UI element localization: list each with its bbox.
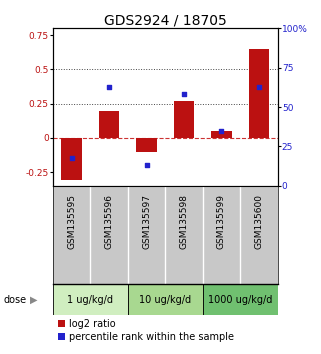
Bar — [61, 138, 82, 181]
Text: GSM135598: GSM135598 — [179, 194, 188, 249]
Point — [181, 92, 187, 97]
Bar — [53, 284, 128, 315]
Bar — [136, 138, 157, 152]
Text: GSM135597: GSM135597 — [142, 194, 151, 249]
Bar — [249, 49, 269, 138]
Bar — [174, 101, 194, 138]
Point — [256, 84, 262, 90]
Text: 1000 ug/kg/d: 1000 ug/kg/d — [208, 295, 273, 305]
Point — [144, 162, 149, 168]
Text: GSM135595: GSM135595 — [67, 194, 76, 249]
Text: ▶: ▶ — [30, 295, 37, 305]
Point — [107, 84, 112, 90]
Point — [219, 128, 224, 133]
Bar — [128, 284, 203, 315]
Text: 1 ug/kg/d: 1 ug/kg/d — [67, 295, 113, 305]
Title: GDS2924 / 18705: GDS2924 / 18705 — [104, 13, 227, 27]
Text: dose: dose — [3, 295, 26, 305]
Legend: log2 ratio, percentile rank within the sample: log2 ratio, percentile rank within the s… — [58, 319, 233, 342]
Text: 10 ug/kg/d: 10 ug/kg/d — [139, 295, 191, 305]
Text: GSM135599: GSM135599 — [217, 194, 226, 249]
Text: GSM135596: GSM135596 — [105, 194, 114, 249]
Bar — [211, 131, 232, 138]
Text: GSM135600: GSM135600 — [255, 194, 264, 249]
Bar — [99, 110, 119, 138]
Point — [69, 155, 74, 160]
Bar — [203, 284, 278, 315]
